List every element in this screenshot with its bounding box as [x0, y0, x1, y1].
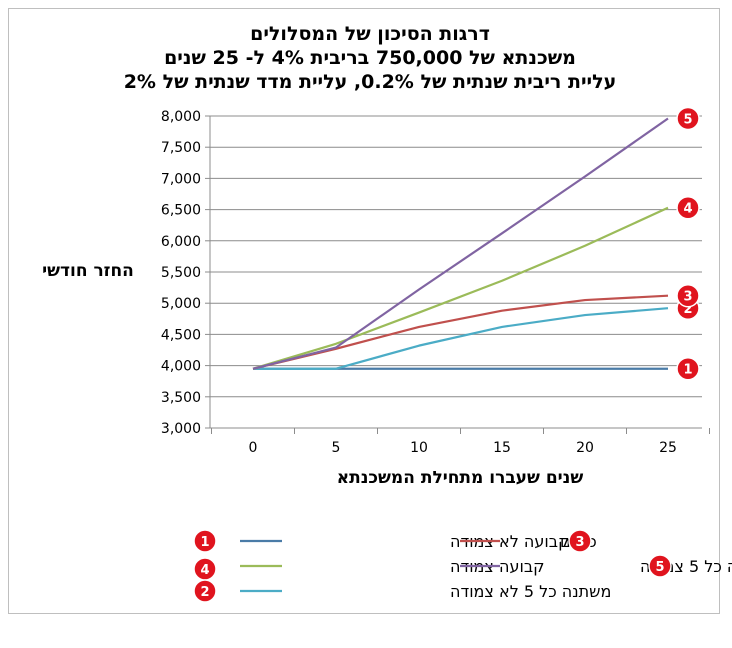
legend-label: קבועה לא צמודה	[450, 532, 569, 551]
badge-circle	[676, 356, 700, 381]
badge-circle	[193, 529, 217, 553]
legend-item: משתנה כל 5 צמודה5	[460, 554, 732, 578]
x-tick-label: 20	[576, 440, 594, 456]
series-number-badge: 3	[676, 283, 700, 308]
y-tick-label: 6,000	[161, 234, 201, 250]
y-tick-label: 7,000	[161, 171, 201, 187]
y-tick-label: 3,500	[161, 390, 201, 406]
badge-number: 3	[575, 535, 584, 550]
x-tick-label: 15	[493, 440, 511, 456]
badge-number: 5	[655, 560, 664, 575]
y-tick-label: 5,500	[161, 265, 201, 281]
x-tick-label: 10	[410, 440, 428, 456]
badge-number: 1	[683, 363, 692, 378]
badge-circle	[676, 195, 700, 220]
series-number-badge: 3	[568, 529, 592, 553]
axes: 3,000 3,500 4,000 4,500 5,000 5,500 6,000 6,500…	[161, 109, 710, 456]
chart-frame	[8, 8, 720, 614]
legend: קבועה לא צמודה 1 פריים3 קבועה צמודה4משתנה כ…	[193, 529, 732, 603]
y-axis-label: החזר חודשי	[42, 261, 134, 281]
x-tick-label: 5	[332, 440, 341, 456]
legend-item: קבועה לא צמודה 1	[193, 529, 569, 553]
y-tick-label: 6,500	[161, 203, 201, 219]
badge-circle	[648, 554, 672, 578]
series-number-badge: 5	[676, 106, 700, 131]
badge-circle	[193, 579, 217, 603]
legend-label: משתנה כל 5 לא צמודה	[450, 582, 611, 601]
x-tick-label: 0	[249, 440, 258, 456]
series-number-badge: 1	[193, 529, 217, 553]
chart-title-line-3: עליית ריבית שנתית של 0.2%, עליית מדד שנת…	[124, 71, 617, 93]
series-line	[252, 117, 669, 370]
legend-item: פריים3	[460, 529, 597, 553]
series-lines	[252, 117, 669, 370]
chart-title-line-2: משכנתא של 750,000 בריבית 4% ל- 25 שנים	[164, 47, 576, 69]
badge-number: 5	[683, 112, 692, 127]
badge-number: 1	[200, 535, 209, 550]
x-axis-label: שנים שעברו מתחילת המשכנתא	[337, 468, 584, 488]
badge-number: 2	[683, 302, 692, 317]
x-tick-label: 25	[659, 440, 677, 456]
y-tick-label: 5,000	[161, 296, 201, 312]
series-number-badge: 1	[676, 356, 700, 381]
series-line	[252, 294, 669, 370]
series-number-badge: 4	[676, 195, 700, 220]
series-line	[253, 307, 669, 370]
gridlines	[210, 115, 702, 429]
badge-circle	[568, 529, 592, 553]
y-tick-label: 7,500	[161, 140, 201, 156]
series-line	[252, 206, 669, 370]
badge-number: 3	[683, 290, 692, 305]
badge-number: 2	[200, 585, 209, 600]
badge-number: 4	[200, 563, 209, 578]
series-number-badge: 5	[648, 554, 672, 578]
series-number-badge: 4	[193, 557, 217, 581]
chart-title: דרגות הסיכון של המסלולים משכנתא של 750,0…	[124, 23, 617, 93]
series-number-badge: 2	[193, 579, 217, 603]
y-tick-label: 4,500	[161, 327, 201, 343]
badge-circle	[676, 106, 700, 131]
y-tick-label: 4,000	[161, 359, 201, 375]
y-tick-label: 3,000	[161, 421, 201, 437]
chart-title-line-1: דרגות הסיכון של המסלולים	[250, 23, 490, 45]
badge-number: 4	[683, 202, 692, 217]
badge-circle	[676, 283, 700, 308]
y-tick-label: 8,000	[161, 109, 201, 125]
legend-item: משתנה כל 5 לא צמודה 2	[193, 579, 611, 603]
